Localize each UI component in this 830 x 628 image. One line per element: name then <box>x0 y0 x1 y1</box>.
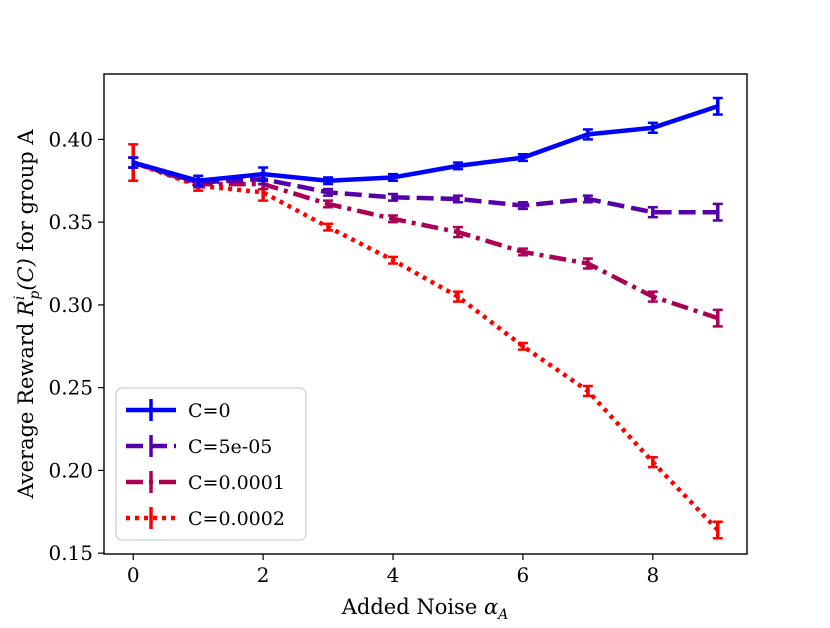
legend-entries: C=0 C=5e-05 C=0.0001 C=0.0002 <box>126 399 285 530</box>
legend-entry: C=0 <box>126 399 231 422</box>
axis-ticks: 0 2 4 6 8 0.15 0.20 0.25 0.30 0.35 0.40 <box>48 127 659 587</box>
data-point <box>521 344 525 349</box>
x-axis-label: Added Noise αA <box>341 595 509 623</box>
data-point <box>521 250 525 254</box>
data-point <box>651 125 655 130</box>
data-point <box>586 261 590 266</box>
series-line <box>132 160 719 321</box>
legend-label: C=0 <box>188 400 231 422</box>
legend-entry: C=0.0001 <box>126 471 285 494</box>
data-point <box>651 460 655 464</box>
data-point <box>326 178 330 183</box>
series-C=5e-05 <box>128 156 723 222</box>
data-point <box>131 160 136 165</box>
x-tick-label: 2 <box>257 563 270 587</box>
data-point <box>651 294 655 299</box>
data-point <box>456 197 460 201</box>
y-tick-label: 0.20 <box>48 458 93 482</box>
data-point <box>586 132 590 137</box>
data-point <box>391 217 395 221</box>
legend-label: C=5e-05 <box>188 436 272 458</box>
series-line <box>132 160 720 532</box>
data-point <box>391 175 395 180</box>
data-point <box>391 195 395 200</box>
data-point <box>715 316 720 320</box>
plot-frame <box>103 73 748 555</box>
data-point <box>261 190 265 195</box>
data-point <box>326 225 330 229</box>
data-point <box>521 203 525 208</box>
data-point <box>586 197 590 201</box>
data-point <box>261 172 265 176</box>
legend-label: C=0.0001 <box>188 472 285 494</box>
legend-box <box>115 387 307 541</box>
y-tick-label: 0.25 <box>48 376 93 400</box>
x-tick-label: 8 <box>646 563 659 587</box>
series-line <box>132 160 718 215</box>
legend-entry: C=5e-05 <box>126 435 272 458</box>
data-point <box>715 210 720 215</box>
x-tick-label: 4 <box>387 563 400 587</box>
y-tick-label: 0.15 <box>48 541 93 565</box>
data-point <box>586 389 590 393</box>
x-tick-label: 6 <box>517 563 530 587</box>
data-point <box>715 528 720 532</box>
data-point <box>456 230 460 234</box>
data-point <box>391 258 395 263</box>
y-tick-label: 0.40 <box>48 127 93 151</box>
data-point <box>651 210 655 215</box>
y-axis-label: Average Reward Rip(C) for group A <box>12 129 43 500</box>
y-tick-label: 0.35 <box>48 210 93 234</box>
legend-label: C=0.0002 <box>188 508 285 530</box>
y-tick-label: 0.30 <box>48 293 93 317</box>
legend-entry: C=0.0002 <box>126 507 285 530</box>
series-line <box>132 104 719 184</box>
data-point <box>326 190 330 195</box>
data-point <box>326 202 330 206</box>
series-C=0 <box>128 96 723 187</box>
x-tick-label: 0 <box>127 563 140 587</box>
series-layer <box>128 96 723 540</box>
data-point <box>196 178 200 183</box>
legend: C=0 C=5e-05 C=0.0001 C=0.0002 <box>115 387 307 541</box>
data-point <box>456 164 460 168</box>
data-point <box>521 155 525 160</box>
data-point <box>456 294 460 299</box>
data-point <box>715 104 720 109</box>
